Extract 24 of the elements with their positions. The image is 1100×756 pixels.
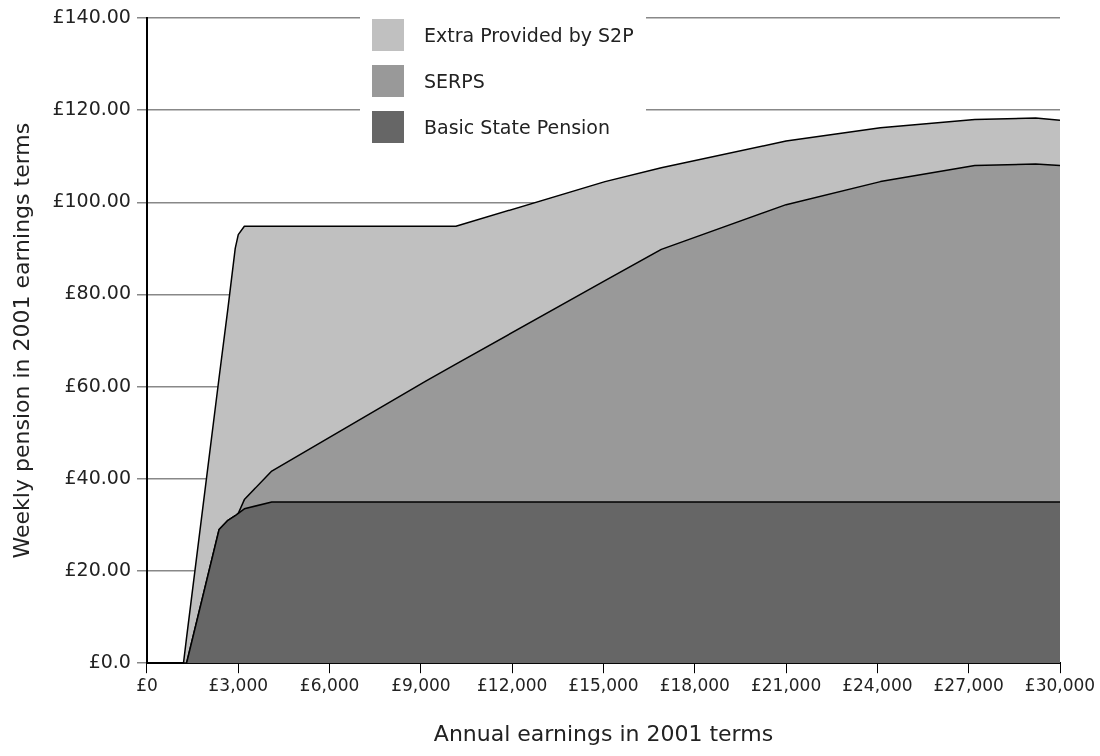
y-tick-label: £40.00 bbox=[64, 465, 131, 488]
y-tick-label: £100.00 bbox=[52, 189, 131, 212]
y-tick-label: £80.00 bbox=[64, 281, 131, 304]
y-tick-label: £0.0 bbox=[88, 650, 131, 673]
x-tick-label: £27,000 bbox=[933, 674, 1004, 695]
legend-label: SERPS bbox=[424, 70, 485, 92]
x-tick-label: £0 bbox=[136, 674, 158, 695]
x-tick-label: £3,000 bbox=[208, 674, 269, 695]
x-tick-label: £6,000 bbox=[299, 674, 360, 695]
x-tick-label: £15,000 bbox=[568, 674, 639, 695]
y-axis-title: Weekly pension in 2001 earnings terms bbox=[8, 122, 34, 559]
y-tick-label: £140.00 bbox=[52, 4, 131, 27]
y-tick-label: £60.00 bbox=[64, 373, 131, 396]
x-tick-label: £12,000 bbox=[477, 674, 548, 695]
x-axis-title: Annual earnings in 2001 terms bbox=[433, 720, 774, 746]
y-tick-label: £20.00 bbox=[64, 557, 131, 580]
x-tick-label: £21,000 bbox=[750, 674, 822, 695]
legend-label: Basic State Pension bbox=[424, 116, 611, 138]
legend-label: Extra Provided by S2P bbox=[424, 24, 634, 46]
y-tick-label: £120.00 bbox=[52, 97, 131, 120]
x-tick-label: £9,000 bbox=[391, 674, 451, 695]
x-tick-label: £24,000 bbox=[842, 674, 913, 695]
x-tick-label: £18,000 bbox=[659, 674, 730, 695]
x-tick-label: £30,000 bbox=[1024, 674, 1096, 695]
